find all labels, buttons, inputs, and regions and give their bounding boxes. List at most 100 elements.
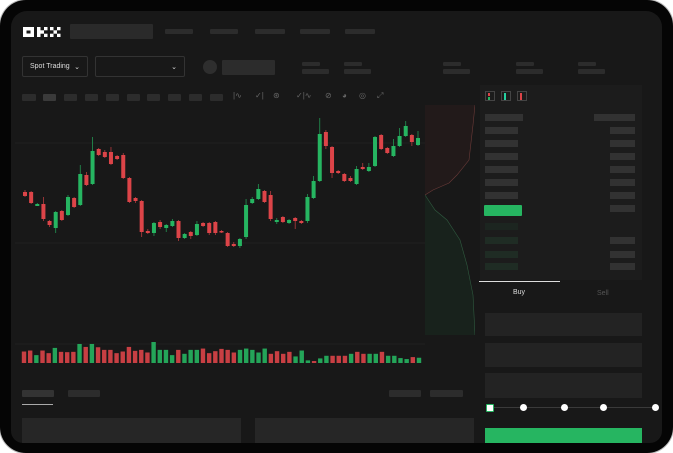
leverage-slider-track[interactable]	[489, 407, 656, 408]
volume-bar	[151, 342, 156, 363]
volume-bar	[102, 349, 107, 363]
history-tab[interactable]	[68, 390, 100, 397]
timeframe-button[interactable]	[189, 94, 202, 101]
ask-price[interactable]	[485, 153, 518, 160]
candle-body	[145, 231, 150, 233]
total-input[interactable]	[485, 373, 642, 398]
volume-bar	[188, 349, 193, 363]
filter-button[interactable]	[430, 390, 463, 397]
slider-stop-75[interactable]	[600, 404, 607, 411]
ask-price[interactable]	[485, 140, 518, 147]
volume-bar	[120, 351, 125, 363]
ask-price[interactable]	[485, 179, 518, 186]
bid-price[interactable]	[485, 251, 518, 258]
order-book-asks-icon[interactable]	[517, 91, 527, 101]
ask-price[interactable]	[485, 166, 518, 173]
nav-item[interactable]	[255, 29, 285, 34]
ask-price[interactable]	[485, 192, 518, 199]
volume-bar	[27, 350, 33, 363]
order-book-both-icon[interactable]	[485, 91, 495, 101]
candle-body	[354, 169, 359, 184]
pair-price	[222, 60, 275, 75]
volume-bar	[299, 350, 304, 363]
camera-icon[interactable]: ◕	[342, 91, 347, 100]
timeframe-button[interactable]	[43, 94, 56, 101]
volume-bar	[95, 347, 101, 363]
candle-body	[213, 222, 218, 233]
nav-item[interactable]	[165, 29, 193, 34]
timeframe-button[interactable]	[64, 94, 77, 101]
leverage-slider-handle[interactable]	[486, 404, 494, 412]
nav-item[interactable]	[345, 29, 375, 34]
nav-item[interactable]	[210, 29, 238, 34]
stat-value	[344, 69, 371, 74]
ask-price[interactable]	[485, 127, 518, 134]
timeframe-button[interactable]	[22, 94, 36, 101]
fullscreen-icon[interactable]: ⤢	[377, 91, 384, 100]
volume-bar	[274, 351, 280, 363]
stat-value	[302, 69, 329, 74]
timeframe-button[interactable]	[106, 94, 119, 101]
ask-amount	[610, 166, 635, 173]
candle-body	[323, 132, 328, 146]
order-book-bids-icon[interactable]	[501, 91, 511, 101]
bid-price[interactable]	[485, 263, 518, 270]
timeframe-button[interactable]	[147, 94, 160, 101]
slider-stop-100[interactable]	[652, 404, 659, 411]
timeframe-button[interactable]	[85, 94, 98, 101]
sell-tab[interactable]: Sell	[597, 290, 609, 297]
amount-input[interactable]	[485, 343, 642, 367]
last-price-badge[interactable]	[484, 205, 522, 216]
slider-stop-25[interactable]	[520, 404, 527, 411]
candlestick-chart[interactable]	[15, 105, 425, 370]
volume-bar	[194, 349, 200, 363]
search-bar[interactable]	[70, 24, 153, 39]
timeframe-button[interactable]	[127, 94, 140, 101]
volume-bar	[293, 356, 298, 363]
volume-bar	[355, 351, 360, 363]
filter-button[interactable]	[389, 390, 421, 397]
timeframe-button[interactable]	[168, 94, 181, 101]
market-type-dropdown[interactable]: Spot Trading ⌄	[22, 56, 88, 77]
volume-bar	[40, 350, 45, 363]
volume-bar	[324, 355, 329, 363]
volume-bar	[157, 349, 162, 363]
candle-body	[305, 197, 310, 221]
slider-stop-50[interactable]	[561, 404, 568, 411]
chevron-down-icon: ⌄	[74, 63, 80, 71]
nav-item[interactable]	[300, 29, 330, 34]
bid-price[interactable]	[485, 237, 518, 244]
pair-dropdown[interactable]: ⌄	[95, 56, 185, 77]
ask-amount	[610, 153, 635, 160]
bid-amount	[610, 251, 635, 258]
volume-bar	[219, 348, 224, 363]
volume-bar	[83, 346, 88, 363]
okx-logo[interactable]	[23, 25, 63, 37]
indicator-icon[interactable]: |∿	[233, 91, 242, 100]
target-icon[interactable]: ◎	[359, 91, 366, 100]
candle-body	[59, 211, 64, 220]
candle-body	[231, 244, 236, 246]
chart-type-icon[interactable]: ✓|	[255, 91, 264, 100]
ruler-icon[interactable]: ⊘	[325, 91, 332, 100]
timeframe-button[interactable]	[210, 94, 223, 101]
volume-bar	[213, 351, 218, 363]
buy-tab[interactable]: Buy	[513, 289, 526, 296]
orders-card	[22, 418, 241, 443]
candle-body	[47, 221, 52, 225]
buy-button[interactable]	[485, 428, 642, 443]
volume-bar	[21, 351, 27, 363]
coin-icon	[203, 60, 217, 74]
bid-price[interactable]	[485, 223, 518, 230]
price-input[interactable]	[485, 313, 642, 336]
orders-tab[interactable]	[22, 390, 54, 397]
settings-icon[interactable]: ⊛	[273, 91, 280, 100]
volume-bar	[250, 349, 255, 363]
candle-body	[360, 167, 365, 169]
orders-card	[255, 418, 474, 443]
draw-icon[interactable]: ✓|∿	[296, 91, 312, 100]
bid-amount	[610, 237, 635, 244]
volume-bar	[176, 349, 181, 363]
volume-bar	[410, 357, 416, 363]
candle-body	[311, 181, 316, 198]
